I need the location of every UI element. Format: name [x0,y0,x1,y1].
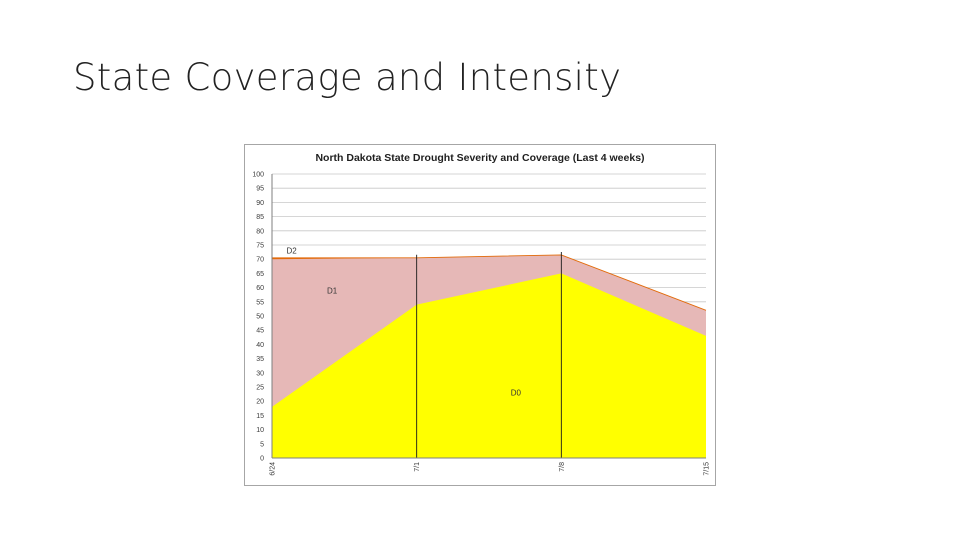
drought-area-chart: North Dakota State Drought Severity and … [252,152,711,476]
area-label-d0: D0 [511,389,522,398]
series-areas [272,254,707,458]
y-tick-label: 30 [256,370,264,377]
y-tick-label: 20 [256,399,264,406]
area-label-d2: D2 [286,247,297,256]
y-tick-label: 90 [256,200,264,207]
y-tick-label: 75 [256,243,264,250]
x-tick-label: 7/15 [704,462,711,476]
y-tick-label: 100 [252,172,264,179]
y-tick-label: 95 [256,186,264,193]
x-tick-labels: 6/24 7/1 7/8 7/15 [270,462,711,476]
slide-title: State Coverage and Intensity [73,56,622,99]
y-tick-label: 10 [256,427,264,434]
y-tick-label: 5 [260,441,264,448]
area-label-d1: D1 [327,286,338,295]
y-tick-label: 85 [256,214,264,221]
y-tick-label: 80 [256,228,264,235]
y-tick-label: 25 [256,385,264,392]
y-tick-label: 40 [256,342,264,349]
y-tick-labels: 0 5 10 15 20 25 30 35 40 45 50 55 60 65 70 75 80 85 90 95 10… [252,172,264,463]
x-tick-label: 7/8 [559,462,566,472]
y-tick-label: 50 [256,314,264,321]
y-tick-label: 45 [256,328,264,335]
chart-frame: North Dakota State Drought Severity and … [244,144,716,486]
y-tick-label: 70 [256,257,264,264]
y-tick-label: 15 [256,413,264,420]
area-d2-edge [272,254,707,311]
axes [271,174,706,459]
area-d0 [272,273,706,458]
y-tick-label: 65 [256,271,264,278]
x-tick-label: 6/24 [270,462,277,476]
chart-title: North Dakota State Drought Severity and … [315,152,644,164]
x-tick-label: 7/1 [414,462,421,472]
y-tick-label: 55 [256,299,264,306]
y-tick-label: 35 [256,356,264,363]
y-tick-label: 60 [256,285,264,292]
vertical-markers [416,251,562,458]
y-tick-label: 0 [260,456,264,463]
area-labels: D2 D1 D0 [286,247,521,398]
